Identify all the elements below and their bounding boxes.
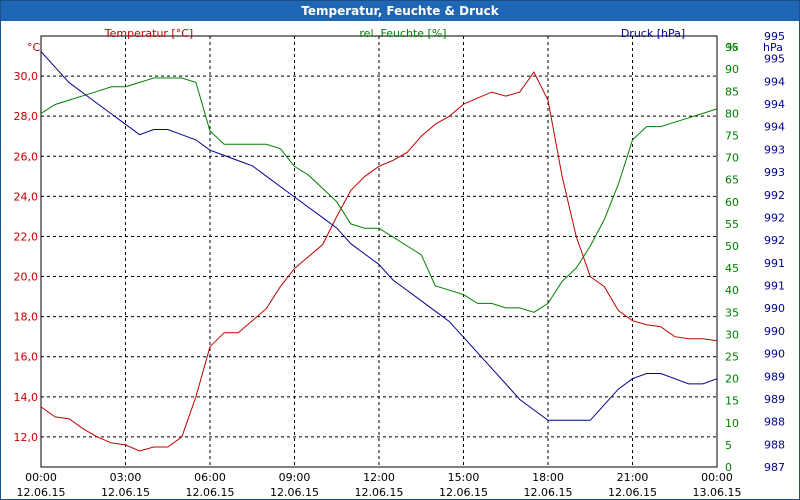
humidity-tick-label: 15 [725,395,739,408]
pressure-tick-label: 991 [764,257,785,270]
series-line-temperature [40,71,718,452]
humidity-tick-label: 85 [725,85,739,98]
pressure-tick-label: 992 [764,234,785,247]
humidity-tick-label: 40 [725,284,739,297]
humidity-tick-label: 35 [725,306,739,319]
humidity-tick-label: 0 [725,461,732,474]
temperature-tick-label: 14,0 [14,391,39,404]
x-tick-label-date: 13.06.15 [693,486,742,499]
pressure-tick-label: 989 [764,370,785,383]
x-tick-label-date: 12.06.15 [17,486,66,499]
x-tick-label-time: 00:00 [25,471,57,484]
humidity-tick-label: 30 [725,328,739,341]
temperature-tick-label: 22,0 [14,230,39,243]
pressure-tick-label: 991 [764,280,785,293]
pressure-tick-label: 995 [764,30,785,43]
grid-lines [40,35,718,468]
pressure-tick-label: 990 [764,348,785,361]
humidity-tick-label: 65 [725,174,739,187]
x-tick-label-time: 00:00 [701,471,733,484]
x-tick-label-time: 09:00 [279,471,311,484]
x-tick-label-date: 12.06.15 [355,486,404,499]
pressure-tick-label: 993 [764,166,785,179]
series-line-pressure [40,51,718,421]
temperature-tick-label: 28,0 [14,110,39,123]
temperature-tick-label: 16,0 [14,351,39,364]
pressure-tick-label: 994 [764,121,785,134]
humidity-tick-label: 95 [725,41,739,54]
pressure-tick-label: 990 [764,302,785,315]
x-tick-label-date: 12.06.15 [608,486,657,499]
temperature-tick-label: 12,0 [14,431,39,444]
x-tick-label-time: 21:00 [617,471,649,484]
humidity-tick-label: 10 [725,417,739,430]
pressure-tick-label: 987 [764,461,785,474]
temperature-tick-label: 18,0 [14,311,39,324]
pressure-tick-label: 990 [764,325,785,338]
humidity-tick-label: 80 [725,107,739,120]
temperature-tick-label: 20,0 [14,271,39,284]
pressure-tick-label: 993 [764,143,785,156]
pressure-tick-label: 995 [764,53,785,66]
chart-title: Temperatur, Feuchte & Druck [1,1,799,21]
x-tick-label-time: 12:00 [363,471,395,484]
humidity-tick-label: 45 [725,262,739,275]
pressure-tick-label: 994 [764,98,785,111]
pressure-tick-label: 992 [764,189,785,202]
x-tick-label-date: 12.06.15 [524,486,573,499]
humidity-tick-label: 20 [725,373,739,386]
humidity-tick-label: 90 [725,63,739,76]
temperature-axis-label: Temperatur [°C] [104,27,193,40]
x-tick-label-time: 03:00 [110,471,142,484]
pressure-tick-label: 994 [764,75,785,88]
x-tick-label-time: 06:00 [194,471,226,484]
humidity-tick-label: 25 [725,350,739,363]
temperature-tick-label: 24,0 [14,190,39,203]
series-layer [40,51,718,452]
x-tick-label-date: 12.06.15 [270,486,319,499]
x-tick-label-time: 18:00 [532,471,564,484]
x-tick-label-date: 12.06.15 [439,486,488,499]
pressure-unit: hPa [763,41,783,54]
pressure-tick-label: 989 [764,393,785,406]
humidity-tick-label: 55 [725,218,739,231]
pressure-tick-label: 988 [764,438,785,451]
humidity-tick-label: 70 [725,152,739,165]
temperature-unit: °C [27,41,41,54]
temperature-tick-label: 26,0 [14,150,39,163]
x-tick-label-date: 12.06.15 [101,486,150,499]
pressure-tick-label: 988 [764,416,785,429]
axes-layer: 00:00 12.06.15 03:00 12.06.15 06:00 12.06.15 0… [14,30,786,499]
x-tick-label-date: 12.06.15 [186,486,235,499]
x-tick-label-time: 15:00 [448,471,480,484]
pressure-tick-label: 992 [764,211,785,224]
humidity-tick-label: 60 [725,196,739,209]
humidity-tick-label: 5 [725,439,732,452]
humidity-tick-label: 50 [725,240,739,253]
humidity-tick-label: 75 [725,129,739,142]
temperature-tick-label: 30,0 [14,70,39,83]
humidity-unit: % [727,41,737,54]
humidity-axis-label: rel. Feuchte [%] [359,27,446,40]
series-line-humidity [40,77,718,313]
pressure-axis-label: Druck [hPa] [621,27,685,40]
